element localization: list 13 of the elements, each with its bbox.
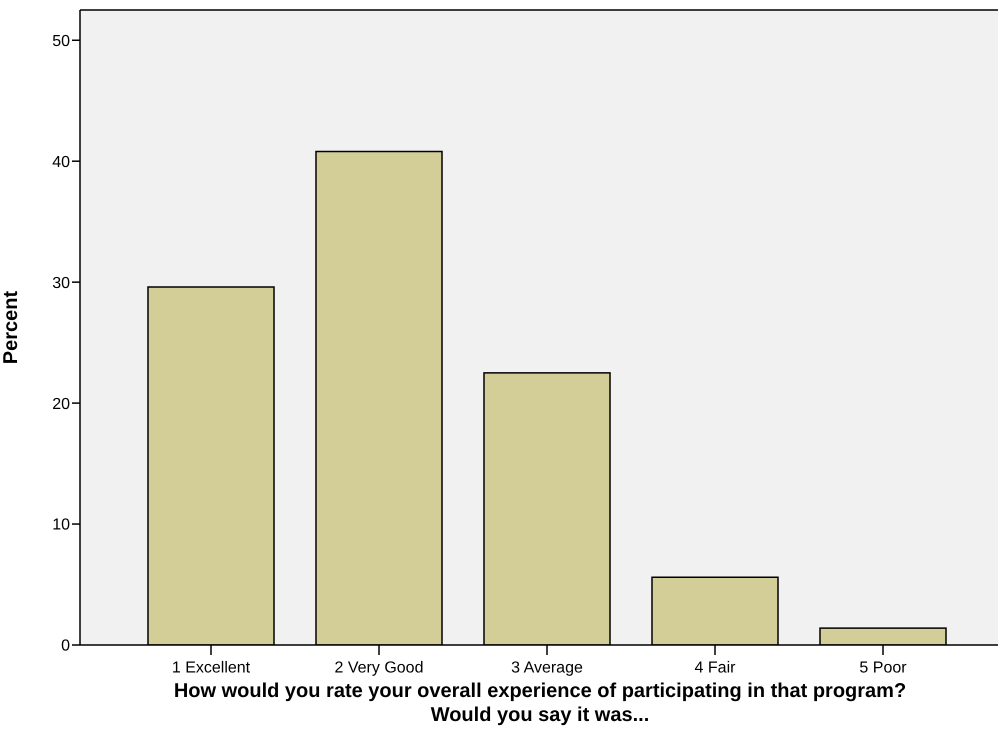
- x-tick-label: 4 Fair: [694, 659, 736, 676]
- x-axis-title: How would you rate your overall experience of participating in that program? Would you say it was...: [174, 680, 906, 726]
- y-tick-label: 50: [52, 32, 70, 50]
- y-tick-label: 0: [61, 638, 70, 655]
- x-tick-label: 5 Poor: [859, 659, 908, 676]
- x-tick-label: 1 Excellent: [172, 659, 251, 676]
- x-tick-label: 2 Very Good: [334, 659, 424, 676]
- y-tick-label: 10: [52, 516, 70, 534]
- y-tick-label: 40: [52, 154, 70, 171]
- y-tick-label: 30: [52, 274, 70, 292]
- y-tick-label: 20: [52, 396, 70, 413]
- y-axis-title: Percent: [0, 290, 22, 364]
- x-tick-label: 3 Average: [511, 659, 583, 676]
